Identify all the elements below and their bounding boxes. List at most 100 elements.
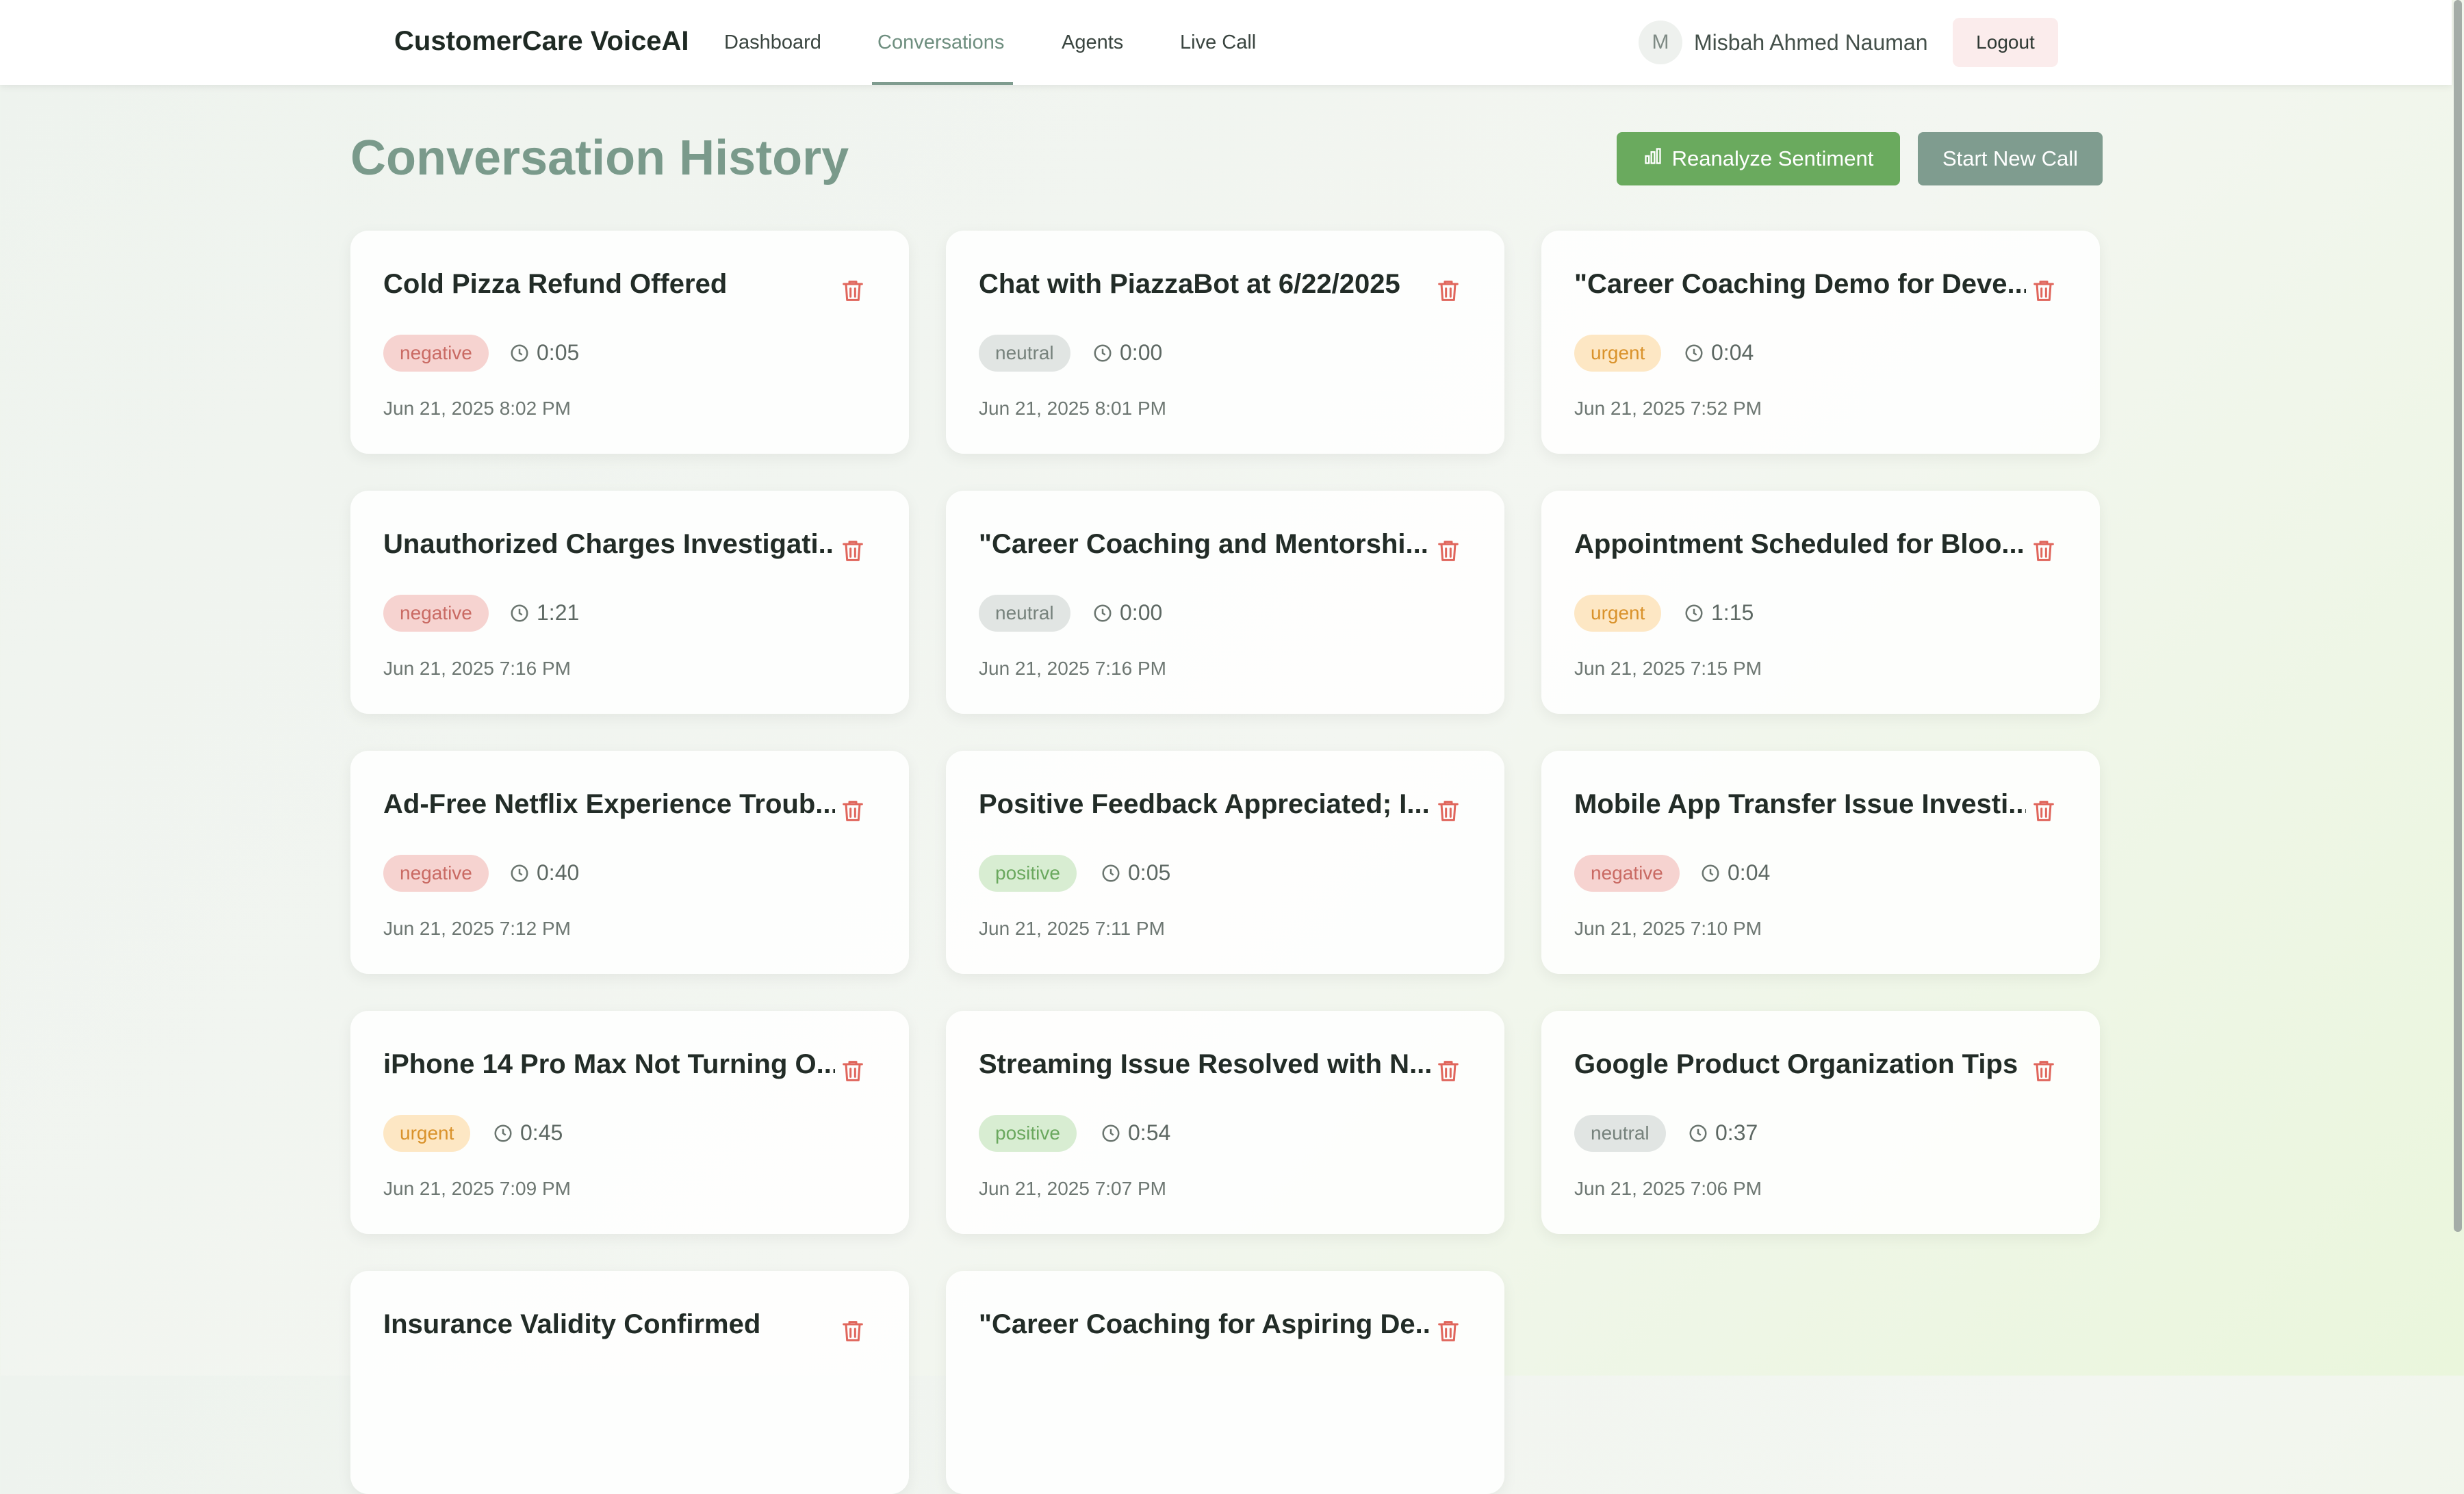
duration-value: 0:54 <box>1128 1120 1171 1145</box>
conversation-card[interactable]: Insurance Validity Confirmed <box>350 1271 909 1494</box>
conversation-date: Jun 21, 2025 7:11 PM <box>979 918 1165 939</box>
duration-value: 1:15 <box>1711 600 1754 625</box>
call-duration: 0:00 <box>1092 340 1162 365</box>
delete-trash-icon[interactable] <box>1435 1057 1462 1085</box>
conversation-date: Jun 21, 2025 7:16 PM <box>383 658 571 679</box>
conversation-card[interactable]: Ad-Free Netflix Experience Troub... negat… <box>350 751 909 974</box>
conversation-title: Unauthorized Charges Investigati... <box>383 529 835 559</box>
duration-value: 0:04 <box>1711 340 1754 365</box>
sentiment-badge: negative <box>1574 855 1680 892</box>
conversation-date: Jun 21, 2025 7:10 PM <box>1574 918 1762 939</box>
delete-trash-icon[interactable] <box>1435 277 1462 305</box>
avatar[interactable]: M <box>1639 21 1682 64</box>
delete-trash-icon[interactable] <box>1435 537 1462 565</box>
conversation-title: Appointment Scheduled for Bloo... <box>1574 529 2025 559</box>
conversation-card[interactable]: Mobile App Transfer Issue Investi... nega… <box>1541 751 2100 974</box>
conversation-card[interactable]: Unauthorized Charges Investigati... negat… <box>350 491 909 714</box>
sentiment-badge: urgent <box>1574 595 1662 632</box>
conversation-card[interactable]: Appointment Scheduled for Bloo... urgent 1… <box>1541 491 2100 714</box>
duration-value: 0:45 <box>520 1120 563 1145</box>
sentiment-badge: urgent <box>383 1115 471 1152</box>
conversation-date: Jun 21, 2025 7:07 PM <box>979 1178 1166 1199</box>
sentiment-badge: negative <box>383 595 489 632</box>
clock-icon <box>1092 343 1113 363</box>
delete-trash-icon[interactable] <box>839 1057 867 1085</box>
start-new-call-button[interactable]: Start New Call <box>1918 132 2103 185</box>
conversation-date: Jun 21, 2025 7:09 PM <box>383 1178 571 1199</box>
call-duration: 0:05 <box>509 340 579 365</box>
bar-chart-icon <box>1643 146 1663 171</box>
sentiment-badge: negative <box>383 855 489 892</box>
call-duration: 0:37 <box>1688 1120 1758 1146</box>
active-nav-indicator <box>872 82 1013 85</box>
sentiment-badge: neutral <box>979 595 1070 632</box>
delete-trash-icon[interactable] <box>1435 1317 1462 1345</box>
conversation-card[interactable]: Google Product Organization Tips neutral 0… <box>1541 1011 2100 1234</box>
duration-value: 1:21 <box>537 600 580 625</box>
call-duration: 0:05 <box>1101 860 1170 886</box>
top-navbar: CustomerCare VoiceAI Dashboard Conversat… <box>0 0 2452 85</box>
sentiment-badge: neutral <box>1574 1115 1666 1152</box>
conversation-date: Jun 21, 2025 7:16 PM <box>979 658 1166 679</box>
nav-conversations[interactable]: Conversations <box>877 31 1005 53</box>
call-duration: 0:45 <box>493 1120 563 1146</box>
duration-value: 0:00 <box>1120 600 1163 625</box>
conversation-date: Jun 21, 2025 7:06 PM <box>1574 1178 1762 1199</box>
clock-icon <box>1700 863 1721 884</box>
clock-icon <box>1092 603 1113 623</box>
conversation-title: Insurance Validity Confirmed <box>383 1309 761 1339</box>
delete-trash-icon[interactable] <box>2030 797 2057 825</box>
conversation-card[interactable]: "Career Coaching and Mentorshi... neutral… <box>946 491 1504 714</box>
conversation-title: Mobile App Transfer Issue Investi... <box>1574 789 2026 819</box>
reanalyze-label: Reanalyze Sentiment <box>1671 146 1874 170</box>
clock-icon <box>509 343 530 363</box>
conversation-date: Jun 21, 2025 8:01 PM <box>979 398 1166 419</box>
nav-dashboard[interactable]: Dashboard <box>724 31 821 53</box>
duration-value: 0:05 <box>537 340 580 365</box>
clock-icon <box>493 1123 513 1144</box>
conversation-title: Chat with PiazzaBot at 6/22/2025 <box>979 269 1400 299</box>
conversation-card[interactable]: iPhone 14 Pro Max Not Turning O... urgent… <box>350 1011 909 1234</box>
conversation-date: Jun 21, 2025 7:12 PM <box>383 918 571 939</box>
conversation-title: iPhone 14 Pro Max Not Turning O... <box>383 1049 835 1079</box>
conversation-card[interactable]: Positive Feedback Appreciated; I... posit… <box>946 751 1504 974</box>
duration-value: 0:04 <box>1728 860 1771 885</box>
conversation-card[interactable]: Chat with PiazzaBot at 6/22/2025 neutral 0… <box>946 231 1504 454</box>
duration-value: 0:05 <box>1128 860 1171 885</box>
duration-value: 0:40 <box>537 860 580 885</box>
delete-trash-icon[interactable] <box>839 537 867 565</box>
conversation-date: Jun 21, 2025 7:52 PM <box>1574 398 1762 419</box>
conversation-card[interactable]: Cold Pizza Refund Offered negative 0:05 Jun… <box>350 231 909 454</box>
clock-icon <box>509 603 530 623</box>
reanalyze-sentiment-button[interactable]: Reanalyze Sentiment <box>1617 132 1900 185</box>
conversation-title: "Career Coaching and Mentorshi... <box>979 529 1428 559</box>
nav-live-call[interactable]: Live Call <box>1180 31 1257 53</box>
conversation-title: Google Product Organization Tips <box>1574 1049 2018 1079</box>
page-title: Conversation History <box>350 131 849 185</box>
call-duration: 0:40 <box>509 860 579 886</box>
delete-trash-icon[interactable] <box>2030 537 2057 565</box>
conversation-card[interactable]: Streaming Issue Resolved with N... positi… <box>946 1011 1504 1234</box>
sentiment-badge: urgent <box>1574 335 1662 372</box>
conversation-card[interactable]: "Career Coaching for Aspiring De... <box>946 1271 1504 1494</box>
logout-button[interactable]: Logout <box>1953 18 2058 67</box>
delete-trash-icon[interactable] <box>1435 797 1462 825</box>
call-duration: 0:54 <box>1101 1120 1170 1146</box>
duration-value: 0:00 <box>1120 340 1163 365</box>
conversation-title: Cold Pizza Refund Offered <box>383 269 728 299</box>
call-duration: 1:21 <box>509 600 579 626</box>
call-duration: 0:00 <box>1092 600 1162 626</box>
delete-trash-icon[interactable] <box>2030 1057 2057 1085</box>
delete-trash-icon[interactable] <box>839 797 867 825</box>
delete-trash-icon[interactable] <box>839 1317 867 1345</box>
delete-trash-icon[interactable] <box>839 277 867 305</box>
brand-logo[interactable]: CustomerCare VoiceAI <box>394 26 689 56</box>
user-name: Misbah Ahmed Nauman <box>1694 30 1928 55</box>
sentiment-badge: negative <box>383 335 489 372</box>
delete-trash-icon[interactable] <box>2030 277 2057 305</box>
page-scrollbar[interactable] <box>2454 0 2462 1232</box>
conversation-card[interactable]: "Career Coaching Demo for Deve... urgent 0… <box>1541 231 2100 454</box>
nav-agents[interactable]: Agents <box>1062 31 1124 53</box>
sentiment-badge: neutral <box>979 335 1070 372</box>
conversation-title: "Career Coaching for Aspiring De... <box>979 1309 1430 1339</box>
